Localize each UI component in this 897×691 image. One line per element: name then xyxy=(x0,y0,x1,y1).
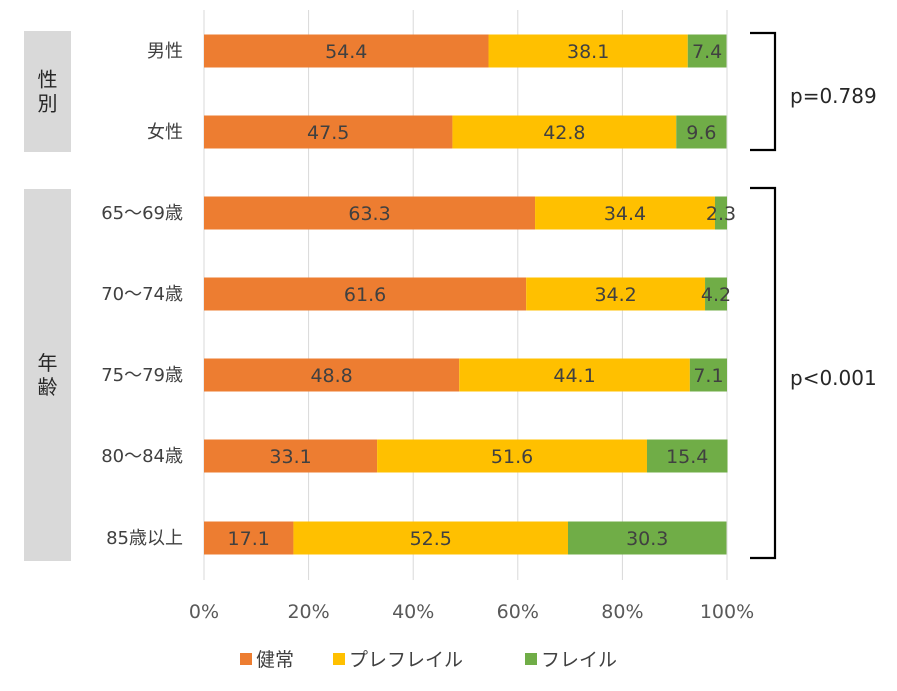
bar-segment xyxy=(204,115,453,149)
x-tick-label: 40% xyxy=(392,601,434,623)
bar-segment xyxy=(705,277,727,311)
x-tick-label: 60% xyxy=(497,601,539,623)
bar-segment xyxy=(204,439,378,473)
data-label: 9.6 xyxy=(686,122,716,144)
significance-bracket xyxy=(750,31,777,152)
data-label: 54.4 xyxy=(325,41,367,63)
bar-segment xyxy=(204,358,460,392)
data-label: 17.1 xyxy=(228,528,270,550)
data-label: 38.1 xyxy=(567,41,609,63)
bar-segment xyxy=(204,521,294,555)
data-label: 33.1 xyxy=(269,446,311,468)
data-label: 42.8 xyxy=(543,122,585,144)
bar-segment xyxy=(204,277,527,311)
data-label: 2.3 xyxy=(706,203,736,225)
bar-segment xyxy=(687,34,727,68)
group-box xyxy=(24,189,71,561)
data-label: 34.2 xyxy=(594,284,636,306)
bar-segment xyxy=(676,115,727,149)
legend-swatch xyxy=(525,653,537,665)
data-label: 44.1 xyxy=(553,365,595,387)
data-label: 47.5 xyxy=(307,122,349,144)
bar-segment xyxy=(646,439,728,473)
bar-segment xyxy=(204,34,489,68)
category-label: 70～74歳 xyxy=(101,284,183,305)
category-label: 85歳以上 xyxy=(106,528,183,549)
data-label: 48.8 xyxy=(310,365,352,387)
data-label: 34.4 xyxy=(604,203,646,225)
bar-segment xyxy=(452,115,677,149)
legend-swatch xyxy=(333,653,345,665)
data-label: 51.6 xyxy=(491,446,533,468)
data-label: 63.3 xyxy=(348,203,390,225)
x-tick-label: 100% xyxy=(700,601,754,623)
category-label: 80～84歳 xyxy=(101,446,183,467)
data-label: 30.3 xyxy=(626,528,668,550)
bar-segment xyxy=(488,34,688,68)
group-label: 性 xyxy=(38,68,58,92)
data-label: 7.4 xyxy=(692,41,722,63)
data-label: 4.2 xyxy=(701,284,731,306)
data-label: 7.1 xyxy=(693,365,723,387)
bar-segment xyxy=(714,196,727,230)
p-value-label: p=0.789 xyxy=(790,84,877,108)
bar-segment xyxy=(459,358,690,392)
data-label: 15.4 xyxy=(666,446,708,468)
bar-segment xyxy=(526,277,706,311)
category-label: 65～69歳 xyxy=(101,203,183,224)
data-label: 61.6 xyxy=(344,284,386,306)
group-label: 年 xyxy=(38,351,58,375)
significance-bracket xyxy=(750,186,777,560)
legend-label: プレフレイル xyxy=(349,649,463,671)
category-label: 男性 xyxy=(147,41,183,62)
bar-segment xyxy=(377,439,647,473)
bar-segment xyxy=(204,196,536,230)
x-tick-label: 0% xyxy=(189,601,219,623)
group-label: 齢 xyxy=(38,375,58,399)
p-value-label: p<0.001 xyxy=(790,366,877,390)
bar-segment xyxy=(689,358,727,392)
group-label: 別 xyxy=(38,92,58,116)
group-box xyxy=(24,31,71,152)
x-tick-label: 20% xyxy=(287,601,329,623)
bar-segment xyxy=(535,196,715,230)
category-label: 75～79歳 xyxy=(101,365,183,386)
category-label: 女性 xyxy=(147,122,183,143)
legend-label: 健常 xyxy=(256,649,294,671)
bar-segment xyxy=(293,521,569,555)
legend-label: フレイル xyxy=(541,649,617,671)
bar-segment xyxy=(568,521,727,555)
data-label: 52.5 xyxy=(410,528,452,550)
legend-swatch xyxy=(240,653,252,665)
x-tick-label: 80% xyxy=(601,601,643,623)
